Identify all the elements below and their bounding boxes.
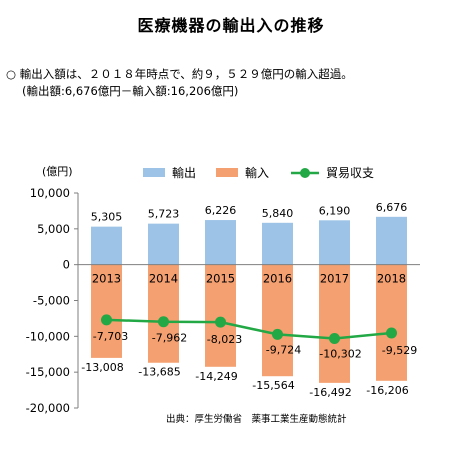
- export-bar: [262, 222, 293, 265]
- summary-detail: (輸出額:6,676億円－輸入額:16,206億円): [22, 84, 239, 98]
- import-bar: [319, 264, 350, 383]
- export-bar: [319, 220, 350, 265]
- trade-balance-data-label: -7,703: [93, 330, 128, 343]
- page-title: 医療機器の輸出入の推移: [137, 16, 325, 35]
- export-data-label: 5,723: [148, 208, 180, 221]
- y-tick-label: -15,000: [26, 365, 70, 379]
- y-tick-label: 10,000: [30, 186, 70, 200]
- import-data-label: -14,249: [195, 370, 237, 383]
- import-bar: [148, 264, 179, 363]
- trade-balance-data-label: -9,724: [266, 343, 301, 356]
- export-data-label: 6,226: [205, 204, 237, 217]
- legend-label-export: 輸出: [172, 165, 196, 180]
- category-label: 2015: [206, 272, 235, 286]
- trade-balance-point: [272, 328, 283, 340]
- category-label: 2018: [377, 272, 406, 286]
- trade-balance-point: [386, 327, 397, 339]
- legend-label-balance: 貿易収支: [326, 166, 374, 180]
- legend-swatch-export: [143, 168, 165, 177]
- import-bar: [262, 264, 293, 377]
- category-label: 2014: [149, 272, 178, 286]
- trade-balance-data-label: -7,962: [152, 332, 187, 345]
- legend-label-import: 輸入: [245, 165, 269, 180]
- import-bar: [205, 264, 236, 367]
- source-note: 出典：厚生労働省 薬事工業生産動態統計: [166, 414, 347, 425]
- category-label: 2016: [263, 272, 292, 286]
- trade-balance-line: [106, 318, 392, 340]
- trade-balance-point: [215, 316, 226, 328]
- y-tick-label: 5,000: [37, 222, 70, 236]
- trade-balance-point: [158, 316, 169, 328]
- import-bar: [376, 264, 407, 381]
- export-data-label: 5,840: [262, 207, 294, 220]
- trade-balance-data-label: -9,529: [382, 344, 417, 357]
- legend-marker-balance: [300, 168, 310, 178]
- y-tick-label: -10,000: [26, 329, 70, 343]
- import-data-label: -13,685: [138, 366, 180, 379]
- trade-balance-point: [101, 314, 112, 326]
- import-data-label: -15,564: [252, 379, 294, 392]
- y-tick-label: 0: [63, 258, 70, 272]
- export-data-label: 5,305: [91, 211, 123, 224]
- summary-text: ○ 輸出入額は、２０１８年時点で、約９，５２９億円の輸入超過。: [6, 67, 353, 81]
- export-bar: [148, 223, 179, 265]
- export-bar: [376, 216, 407, 265]
- trade-balance-data-label: -8,023: [207, 333, 242, 346]
- import-bar: [91, 264, 122, 358]
- export-bar: [91, 226, 122, 265]
- export-data-label: 6,676: [376, 201, 408, 214]
- y-axis-unit-label: (億円): [42, 165, 73, 178]
- category-label: 2013: [92, 272, 121, 286]
- trade-balance-data-label: -10,302: [319, 347, 361, 360]
- import-data-label: -16,206: [366, 384, 408, 397]
- y-tick-label: -5,000: [33, 294, 70, 308]
- export-data-label: 6,190: [319, 204, 351, 217]
- legend-swatch-import: [216, 168, 238, 177]
- trade-balance-point: [329, 332, 340, 344]
- y-tick-label: -20,000: [26, 401, 70, 415]
- export-bar: [205, 220, 236, 265]
- category-label: 2017: [320, 272, 349, 286]
- import-data-label: -13,008: [81, 361, 123, 374]
- import-data-label: -16,492: [309, 386, 351, 399]
